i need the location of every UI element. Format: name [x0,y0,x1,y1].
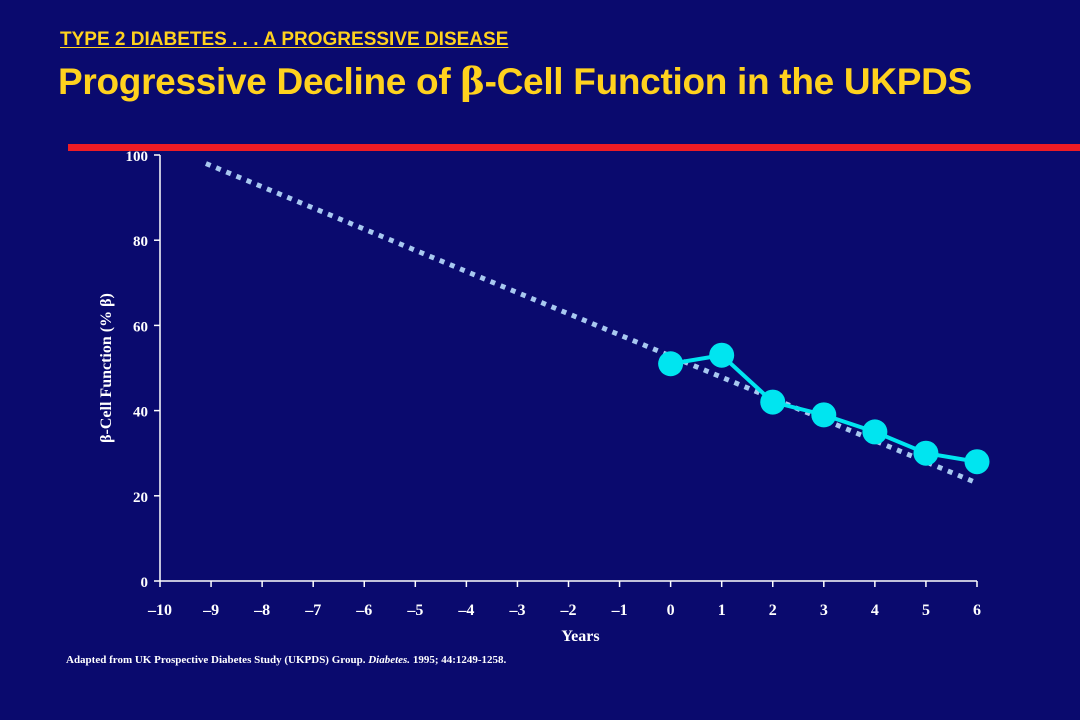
trend-line-dotted [204,161,978,486]
x-tick-label: 6 [973,602,981,619]
observed-point [760,389,786,415]
citation-details: 1995; 44:1249-1258. [410,654,507,666]
x-tick-label: 3 [820,602,828,619]
title-text-start: Progressive Decline of [58,61,461,102]
x-axis-label: Years [561,628,599,645]
y-tick-label: 60 [133,319,148,335]
y-tick-label: 40 [133,405,148,421]
x-tick-label: –9 [202,602,219,619]
y-tick-label: 0 [141,575,149,591]
x-tick-label: 5 [922,602,930,619]
x-tick-label: 1 [718,602,726,619]
y-tick-label: 80 [133,234,148,250]
title-beta-symbol: β [460,59,485,103]
x-tick-label: –2 [560,602,577,619]
y-tick-label: 20 [133,490,148,506]
observed-point [913,440,939,466]
x-tick-label: –4 [457,602,474,619]
x-tick-label: –8 [253,602,270,619]
observed-point [862,419,888,445]
observed-point [964,449,990,475]
title-text-end: -Cell Function in the UKPDS [484,61,973,102]
observed-point [658,351,684,377]
title-divider [68,144,1080,151]
y-axis-label: β-Cell Function (% β) [98,293,115,443]
x-tick-label: –3 [508,602,525,619]
x-tick-label: 2 [769,602,777,619]
y-tick-label: 100 [126,149,149,165]
x-tick-label: 0 [667,602,675,619]
x-tick-label: –5 [406,602,423,619]
x-tick-label: –6 [355,602,372,619]
chart-axes [159,155,977,582]
observed-point [709,342,735,368]
citation-text: Adapted from UK Prospective Diabetes Stu… [66,654,369,666]
observed-point [811,402,837,428]
x-tick-label: –7 [304,602,321,619]
citation-journal: Diabetes. [368,654,411,666]
x-tick-label: 4 [871,602,879,619]
source-citation: Adapted from UK Prospective Diabetes Stu… [66,654,506,666]
slide-eyebrow: TYPE 2 DIABETES . . . A PROGRESSIVE DISE… [60,29,509,50]
x-tick-label: –10 [147,602,172,619]
slide-title: Progressive Decline of β-Cell Function i… [58,59,972,103]
chart-series [204,161,990,486]
x-tick-label: –1 [611,602,628,619]
